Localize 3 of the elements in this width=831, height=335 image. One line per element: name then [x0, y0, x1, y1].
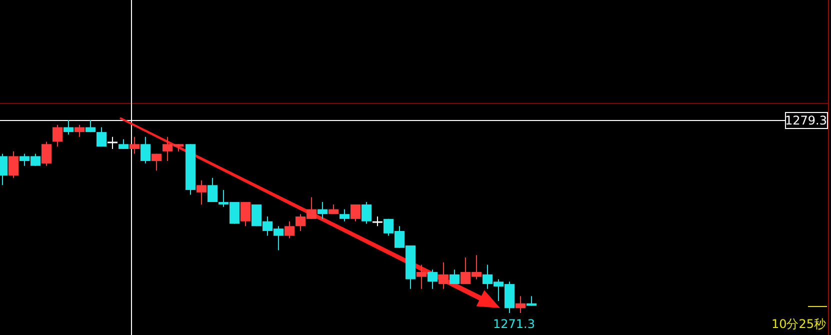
timer: 10分25秒 — [771, 306, 828, 331]
annotation: 1271.3 — [493, 317, 535, 331]
price-label: 1279.3 — [785, 112, 828, 129]
